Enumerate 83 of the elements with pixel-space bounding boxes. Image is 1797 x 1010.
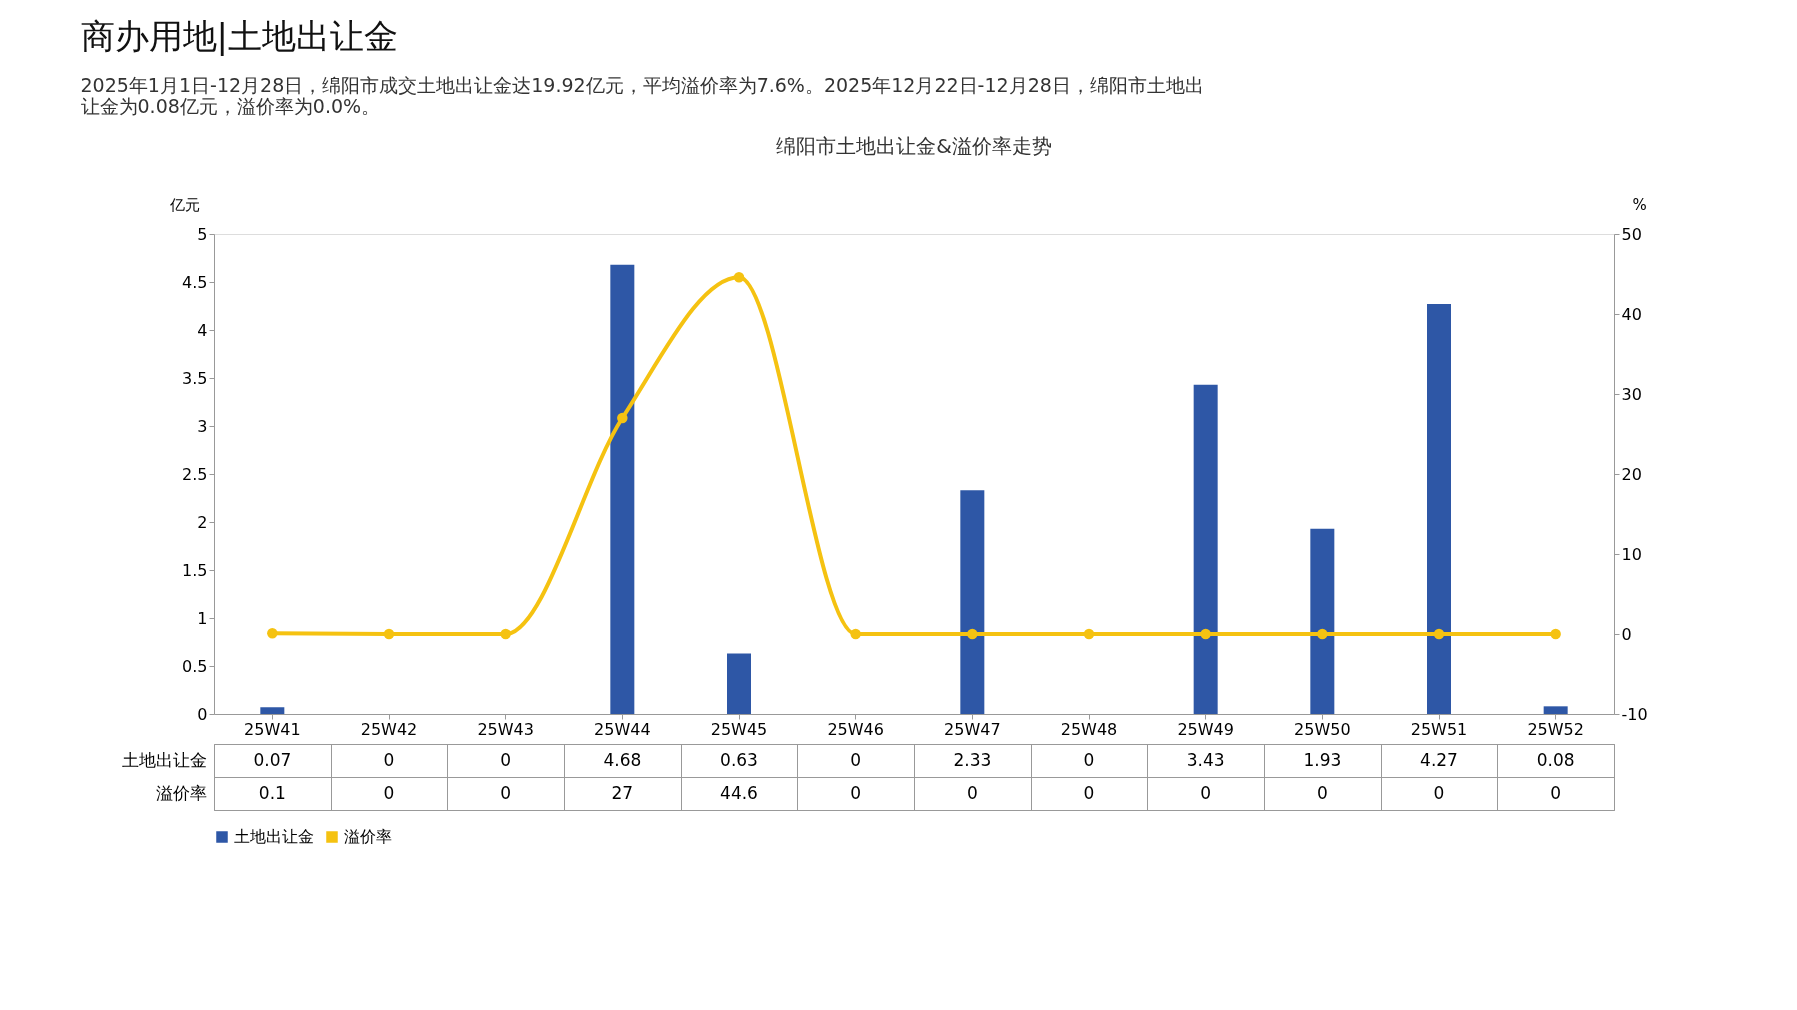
y2-tick-label: -10	[1621, 704, 1648, 724]
data-label: 0	[1550, 782, 1562, 803]
text: 土地出让金	[121, 750, 207, 770]
point	[1083, 628, 1095, 640]
data-label: 0.1	[258, 782, 286, 803]
x-tick-label: 25W42	[360, 719, 418, 739]
bar	[1543, 706, 1568, 714]
y2-tick-label: 50	[1621, 224, 1642, 244]
y2-tick-label: 20	[1621, 464, 1642, 484]
x-tick-label: 25W51	[1410, 719, 1468, 739]
y-axis-title: 亿元	[168, 195, 200, 214]
bar	[610, 264, 635, 714]
data-label: 0	[500, 749, 512, 770]
data-label: 0	[383, 782, 395, 803]
data-label: 0	[1316, 782, 1328, 803]
data-label: 4.68	[603, 749, 642, 770]
data-label: 0	[966, 782, 978, 803]
y-tick-label: 4.5	[182, 272, 208, 292]
data-label: 4.27	[1420, 749, 1458, 770]
point	[617, 412, 628, 424]
point	[1550, 628, 1561, 640]
data-label: 0.08	[1536, 749, 1575, 770]
data-label: 0	[1083, 782, 1095, 803]
legend-label: 土地出让金	[234, 827, 314, 846]
data-label: 0	[500, 782, 512, 803]
point	[850, 628, 861, 640]
bar	[727, 653, 751, 714]
x-tick-label: 25W48	[1060, 719, 1118, 739]
data-label: 27	[611, 782, 634, 803]
point	[383, 628, 395, 640]
y2-tick-label: 10	[1621, 544, 1642, 564]
x-tick-label: 25W45	[710, 719, 768, 739]
data-label: 44.6	[720, 782, 758, 803]
point	[733, 271, 745, 283]
y2-tick-label: 30	[1621, 384, 1642, 404]
text: 溢价率	[155, 783, 207, 803]
bar	[960, 490, 985, 714]
x-tick-label: 25W47	[944, 719, 1001, 739]
data-label: 0.07	[253, 749, 292, 770]
data-label: 1.93	[1303, 749, 1342, 770]
y-tick-label: 5	[197, 224, 208, 244]
bar	[260, 707, 285, 714]
text: 商办用地|土地出让金	[80, 15, 398, 56]
y-tick-label: 0.5	[182, 656, 208, 676]
point	[1433, 628, 1445, 640]
data-label: 0	[1433, 782, 1445, 803]
data-label: 3.43	[1186, 749, 1225, 770]
y-tick-label: 2.5	[182, 464, 208, 484]
y-tick-label: 0	[197, 704, 208, 724]
data-label: 0	[850, 749, 862, 770]
y-tick-label: 1	[197, 608, 208, 628]
legend-label: 溢价率	[344, 827, 392, 846]
data-label: 0	[1083, 749, 1095, 770]
x-tick-label: 25W49	[1177, 719, 1234, 739]
y-tick-label: 2	[197, 512, 208, 532]
y2-axis-title: %	[1632, 195, 1647, 214]
data-label: 0	[850, 782, 862, 803]
data-label: 0	[1200, 782, 1212, 803]
point	[1317, 628, 1328, 640]
y-tick-label: 1.5	[182, 560, 208, 580]
data-label: 0.63	[720, 749, 758, 770]
x-tick-label: 25W41	[244, 719, 301, 739]
x-tick-label: 25W44	[594, 719, 651, 739]
point	[267, 627, 278, 639]
x-tick-label: 25W50	[1294, 719, 1351, 739]
data-label: 0	[383, 749, 395, 770]
y2-tick-label: 0	[1621, 624, 1632, 644]
point	[967, 628, 978, 640]
point	[1200, 628, 1211, 640]
y-tick-label: 3	[197, 416, 208, 436]
chart-title: 绵阳市土地出让金&溢价率走势	[776, 134, 1052, 158]
y-tick-label: 4	[197, 320, 208, 340]
bar	[1193, 384, 1218, 714]
data-label: 2.33	[953, 749, 992, 770]
x-tick-label: 25W43	[477, 719, 534, 739]
x-tick-label: 25W46	[827, 719, 884, 739]
bar	[1310, 528, 1335, 714]
text: 2025年1月1日-12月28日，绵阳市成交土地出让金达19.92亿元，平均溢价率为7.6%。2025年12月22日-12月28日，绵阳市土地出让金为0.08亿元，溢价率为0.0%。	[80, 73, 1204, 117]
bar	[1427, 304, 1451, 714]
point	[500, 628, 511, 640]
y-tick-label: 3.5	[182, 368, 208, 388]
y2-tick-label: 40	[1621, 304, 1642, 324]
x-tick-label: 25W52	[1527, 719, 1584, 739]
